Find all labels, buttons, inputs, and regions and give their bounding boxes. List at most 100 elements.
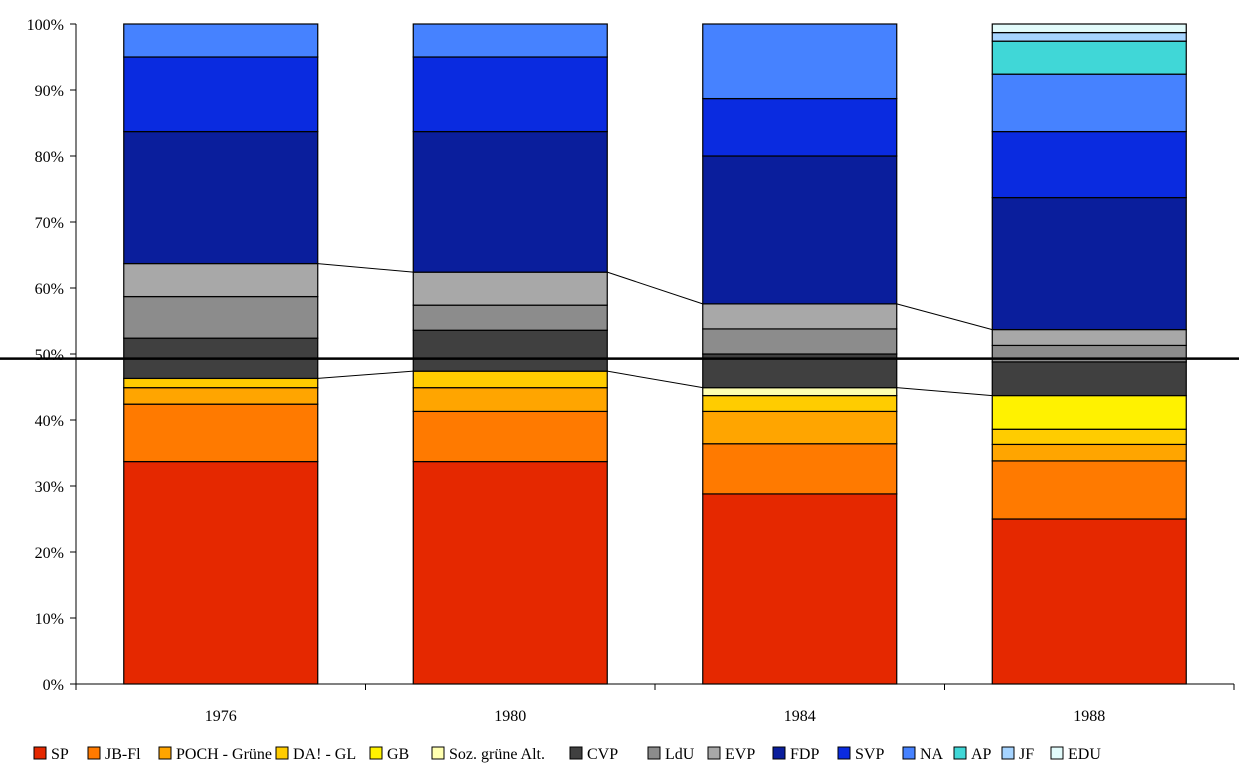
bar-segment-svp-1980 bbox=[412, 56, 608, 133]
bar-segment-cvp-1980 bbox=[412, 329, 608, 372]
bar-segment-jb-fl-1984 bbox=[702, 443, 898, 495]
bar-segment-sp-1976 bbox=[123, 460, 319, 685]
bar-segment-svp-1976 bbox=[123, 56, 319, 133]
bar-segment-cvp-1988 bbox=[991, 361, 1187, 397]
bar-segment-sp-1984 bbox=[702, 493, 898, 685]
connector-lines bbox=[317, 263, 993, 397]
bar-segment-gb-1988 bbox=[991, 394, 1187, 430]
legend-label: CVP bbox=[587, 746, 618, 763]
legend-swatch bbox=[431, 746, 445, 760]
bar-segment-jb-fl-1980 bbox=[412, 410, 608, 463]
bar-segment-evp-1976 bbox=[123, 262, 319, 298]
legend-swatch bbox=[1050, 746, 1064, 760]
connector-left-block-0 bbox=[317, 370, 414, 379]
legend: SP JB-Fl POCH - Grüne DA! - GL GB Soz. grüne … bbox=[33, 746, 1101, 763]
x-category-label: 1976 bbox=[205, 708, 237, 725]
bar-segment-sp-1988 bbox=[991, 518, 1187, 685]
legend-swatch bbox=[1001, 746, 1015, 760]
legend-swatch bbox=[902, 746, 916, 760]
bar-segment-jb-fl-1988 bbox=[991, 460, 1187, 520]
bar-segment-na-1976 bbox=[123, 23, 319, 58]
x-category-labels: 1976 1980 1984 1988 bbox=[205, 708, 1106, 725]
legend-swatch bbox=[87, 746, 101, 760]
y-tick-label: 60% bbox=[35, 281, 64, 298]
bar-segment-fdp-1984 bbox=[702, 155, 898, 305]
legend-label: Soz. grüne Alt. bbox=[449, 746, 545, 763]
y-tick-label: 90% bbox=[35, 83, 64, 100]
axes-layer bbox=[70, 23, 1235, 690]
bar-segment-na-1988 bbox=[991, 73, 1187, 133]
legend-label: EVP bbox=[725, 746, 755, 763]
bar-segment-ap-1988 bbox=[991, 40, 1187, 75]
legend-swatch bbox=[369, 746, 383, 760]
bar-segment-evp-1980 bbox=[412, 271, 608, 306]
y-tick-label: 40% bbox=[35, 413, 64, 430]
x-category-label: 1988 bbox=[1073, 708, 1105, 725]
legend-label: LdU bbox=[665, 746, 695, 763]
legend-label: GB bbox=[387, 746, 409, 763]
y-tick-label: 0% bbox=[43, 677, 64, 694]
bar-segment-jf-1988 bbox=[991, 31, 1187, 42]
legend-swatch bbox=[275, 746, 289, 760]
connector-left-block-1 bbox=[607, 370, 703, 389]
legend-label: JF bbox=[1019, 746, 1034, 763]
bar-segment-ldu-1984 bbox=[702, 328, 898, 355]
connector-right-block-1 bbox=[607, 271, 703, 305]
y-tick-labels: 0% 10% 20% 30% 40% 50% 60% 70% 80% 90% 100% bbox=[27, 17, 64, 694]
bar-segment-soz-gr-ne-alt--1984 bbox=[702, 387, 898, 397]
bar-segment-svp-1984 bbox=[702, 97, 898, 157]
y-tick-label: 100% bbox=[27, 17, 64, 34]
bar-segment-fdp-1976 bbox=[123, 130, 319, 265]
legend-swatch bbox=[772, 746, 786, 760]
legend-swatch bbox=[158, 746, 172, 760]
legend-label: AP bbox=[971, 746, 992, 763]
bar-segment-poch-gr-ne-1984 bbox=[702, 410, 898, 445]
bar-segment-da-gl-1984 bbox=[702, 394, 898, 413]
legend-label: SVP bbox=[855, 746, 884, 763]
bar-segment-da-gl-1988 bbox=[991, 428, 1187, 446]
legend-swatch bbox=[953, 746, 967, 760]
x-category-label: 1980 bbox=[494, 708, 526, 725]
bar-segment-fdp-1988 bbox=[991, 196, 1187, 331]
bar-segment-sp-1980 bbox=[412, 460, 608, 685]
legend-swatch bbox=[33, 746, 47, 760]
x-category-label: 1984 bbox=[784, 708, 816, 725]
connector-left-block-2 bbox=[896, 387, 993, 397]
bar-segment-na-1980 bbox=[412, 23, 608, 58]
legend-label: EDU bbox=[1068, 746, 1101, 763]
legend-label: SP bbox=[51, 746, 69, 763]
connector-right-block-2 bbox=[896, 303, 993, 331]
y-tick-label: 80% bbox=[35, 149, 64, 166]
bar-segment-jb-fl-1976 bbox=[123, 403, 319, 463]
bar-segment-fdp-1980 bbox=[412, 130, 608, 273]
bar-segment-da-gl-1976 bbox=[123, 377, 319, 389]
bar-segment-poch-gr-ne-1976 bbox=[123, 387, 319, 405]
legend-swatch bbox=[837, 746, 851, 760]
y-tick-label: 30% bbox=[35, 479, 64, 496]
legend-label: NA bbox=[920, 746, 944, 763]
legend-swatch bbox=[569, 746, 583, 760]
y-tick-label: 10% bbox=[35, 611, 64, 628]
legend-swatch bbox=[647, 746, 661, 760]
bar-segment-poch-gr-ne-1988 bbox=[991, 443, 1187, 462]
bar-segment-ldu-1976 bbox=[123, 295, 319, 339]
connector-right-block-0 bbox=[317, 263, 414, 273]
bar-segment-ldu-1980 bbox=[412, 304, 608, 331]
bar-segment-na-1984 bbox=[702, 23, 898, 100]
legend-label: POCH - Grüne bbox=[176, 746, 272, 763]
bar-segment-evp-1988 bbox=[991, 328, 1187, 347]
y-tick-label: 70% bbox=[35, 215, 64, 232]
bar-segment-svp-1988 bbox=[991, 130, 1187, 199]
bar-segment-edu-1988 bbox=[991, 23, 1187, 34]
legend-swatch bbox=[707, 746, 721, 760]
legend-label: JB-Fl bbox=[105, 746, 141, 763]
bar-segment-da-gl-1980 bbox=[412, 370, 608, 389]
bars-layer bbox=[123, 23, 1187, 685]
bar-segment-evp-1984 bbox=[702, 303, 898, 330]
legend-label: FDP bbox=[790, 746, 819, 763]
legend-label: DA! - GL bbox=[293, 746, 356, 763]
y-tick-label: 20% bbox=[35, 545, 64, 562]
y-tick-label: 50% bbox=[35, 347, 64, 364]
bar-segment-poch-gr-ne-1980 bbox=[412, 387, 608, 413]
